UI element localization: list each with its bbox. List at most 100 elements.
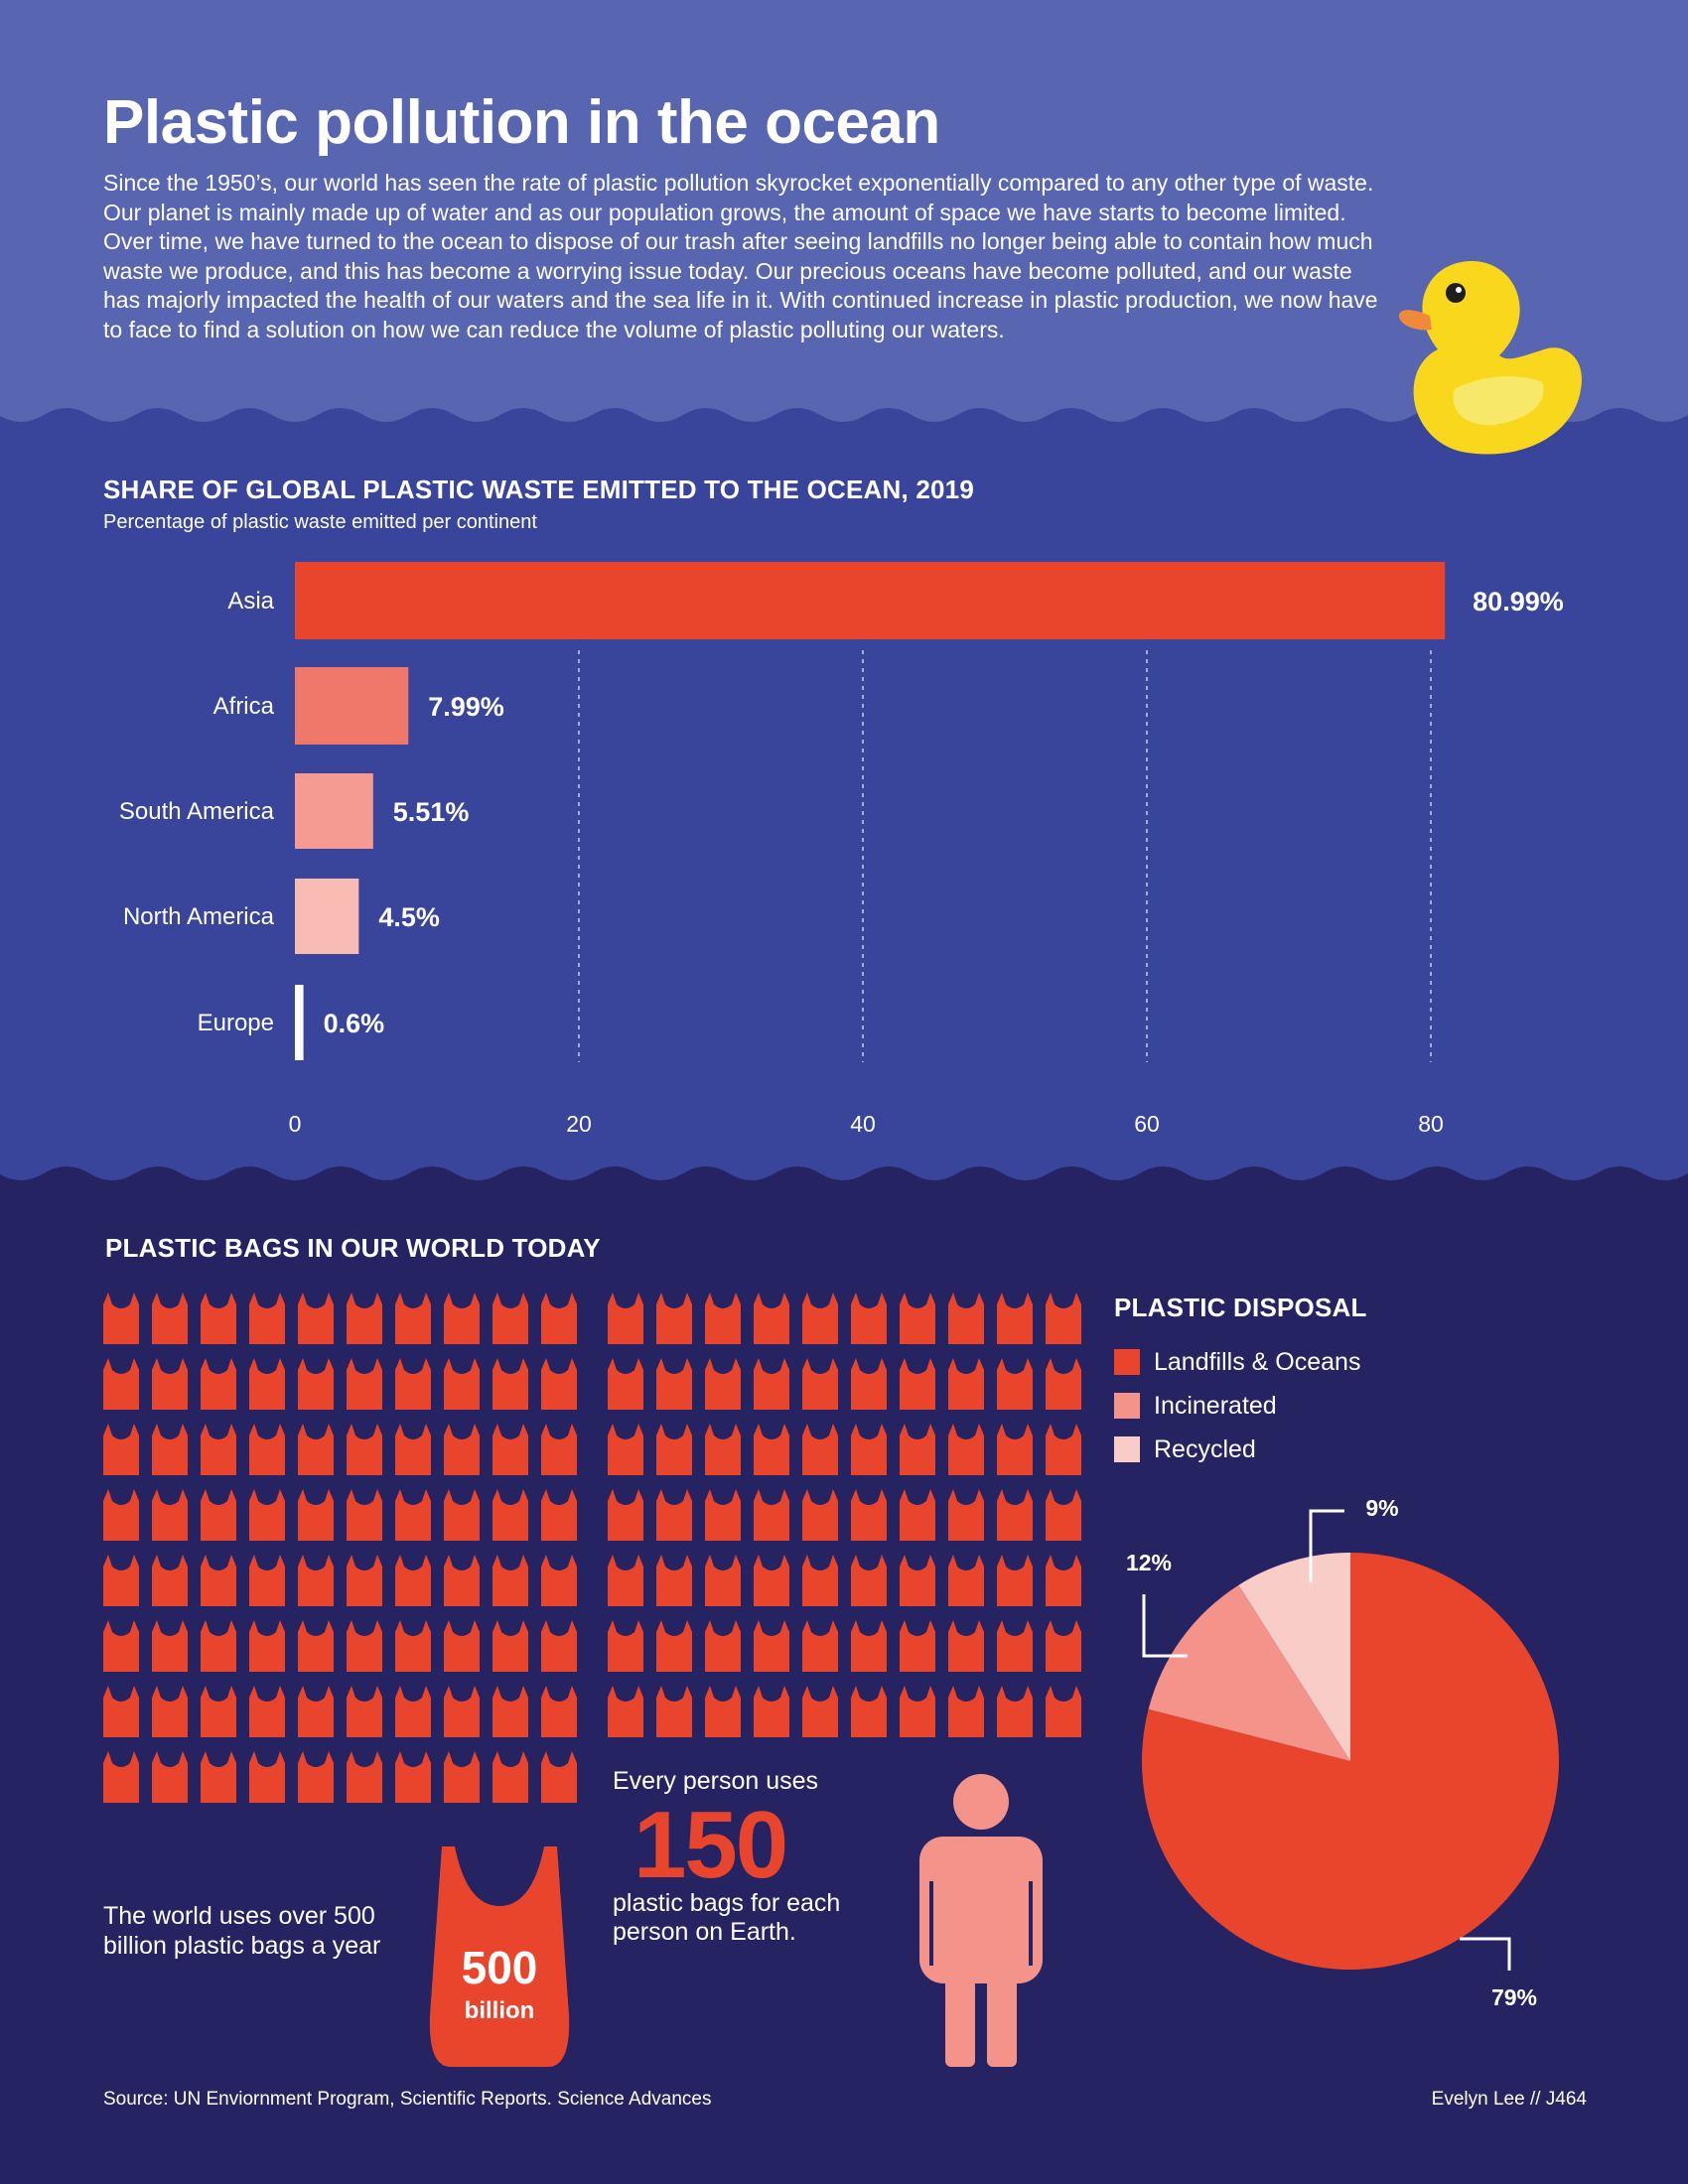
bar [295,985,304,1060]
shopping-bag-icon [395,1555,431,1606]
shopping-bag-icon [492,1424,528,1475]
rubber-duck-icon [1398,260,1582,455]
legend-swatch [1114,1393,1140,1419]
slice-label: 9% [1365,1495,1398,1521]
shopping-bag-icon [997,1686,1033,1737]
shopping-bag-icon [103,1620,139,1672]
shopping-bag-icon [249,1489,285,1541]
top-wave-band [0,0,1688,422]
shopping-bag-icon [948,1358,984,1410]
shopping-bag-icon [249,1358,285,1410]
shopping-bag-icon [754,1686,789,1737]
shopping-bag-icon [1046,1489,1081,1541]
shopping-bag-icon [201,1489,236,1541]
shopping-bag-icon [656,1555,692,1606]
shopping-bag-icon [754,1293,789,1344]
shopping-bag-icon [802,1358,838,1410]
pie-slice [1238,1553,1350,1761]
shopping-bag-icon [802,1293,838,1344]
shopping-bag-icon [851,1424,887,1475]
shopping-bag-icon [802,1620,838,1672]
shopping-bag-icon [298,1489,334,1541]
shopping-bag-icon [152,1424,188,1475]
legend-item-landfills: Landfills & Oceans [1114,1346,1360,1378]
callout-line [1460,1937,1511,1971]
legend-label: Recycled [1154,1434,1256,1463]
shopping-bag-icon [656,1489,692,1541]
shopping-bag-icon [444,1751,480,1803]
shopping-bag-icon [298,1358,334,1410]
shopping-bag-icon [997,1358,1033,1410]
legend-label: Incinerated [1154,1391,1277,1420]
shopping-bag-icon [249,1555,285,1606]
shopping-bag-icon [249,1293,285,1344]
shopping-bag-icon [948,1686,984,1737]
shopping-bag-icon [103,1489,139,1541]
shopping-bag-icon [152,1620,188,1672]
shopping-bag-icon [492,1358,528,1410]
shopping-bag-icon [152,1686,188,1737]
shopping-bag-icon [608,1358,643,1410]
shopping-bag-icon [347,1686,382,1737]
slice-label: 12% [1126,1550,1172,1575]
shopping-bag-icon [656,1293,692,1344]
shopping-bag-icon [541,1489,577,1541]
shopping-bag-icon [948,1424,984,1475]
shopping-bag-icon [608,1293,643,1344]
shopping-bag-icon [249,1686,285,1737]
shopping-bag-icon [900,1555,935,1606]
shopping-bag-icon [395,1424,431,1475]
shopping-bag-icon [541,1293,577,1344]
shopping-bag-icon [948,1620,984,1672]
shopping-bag-icon [249,1424,285,1475]
person-icon [919,1774,1043,2067]
shopping-bag-icon [444,1424,480,1475]
shopping-bag-icon [851,1686,887,1737]
shopping-bag-icon [298,1555,334,1606]
per-person-text: plastic bags for each person on Earth. [613,1889,841,1946]
shopping-bag-icon [103,1293,139,1344]
shopping-bag-icon [705,1555,741,1606]
shopping-bag-icon [298,1751,334,1803]
x-tick-label: 60 [1134,1111,1160,1137]
shopping-bag-icon [851,1489,887,1541]
world-usage-text: The world uses over 500 billion plastic … [103,1902,381,1960]
shopping-bag-icon [103,1555,139,1606]
pie-chart-title: PLASTIC DISPOSAL [1114,1293,1367,1322]
shopping-bag-icon [541,1686,577,1737]
shopping-bag-icon [152,1489,188,1541]
shopping-bag-icon [900,1620,935,1672]
big-bag-number: 500 [462,1942,538,1993]
shopping-bag-icon [608,1620,643,1672]
bar-value-label: 0.6% [324,1009,385,1038]
shopping-bag-icon [347,1489,382,1541]
shopping-bag-icon [347,1293,382,1344]
shopping-bag-icon [948,1489,984,1541]
shopping-bag-icon [298,1686,334,1737]
shopping-bag-icon [395,1293,431,1344]
category-label: Europe [198,1010,274,1036]
shopping-bag-icon [298,1620,334,1672]
shopping-bag-icon [298,1424,334,1475]
shopping-bag-icon [754,1489,789,1541]
shopping-bag-icon [201,1620,236,1672]
bar-value-label: 4.5% [378,902,440,932]
bar-value-label: 7.99% [428,692,504,722]
shopping-bag-icon [900,1424,935,1475]
shopping-bag-icon [851,1293,887,1344]
shopping-bag-icon [705,1686,741,1737]
legend-swatch [1114,1436,1140,1462]
shopping-bag-icon [492,1686,528,1737]
shopping-bag-icon [492,1555,528,1606]
shopping-bag-icon [541,1620,577,1672]
shopping-bag-icon [997,1620,1033,1672]
category-label: Africa [213,693,275,720]
legend-swatch [1114,1349,1140,1375]
shopping-bag-icon [802,1489,838,1541]
shopping-bag-icon [492,1293,528,1344]
shopping-bag-icon [249,1751,285,1803]
category-label: Asia [227,588,274,614]
shopping-bag-icon [201,1424,236,1475]
shopping-bag-icon [608,1489,643,1541]
